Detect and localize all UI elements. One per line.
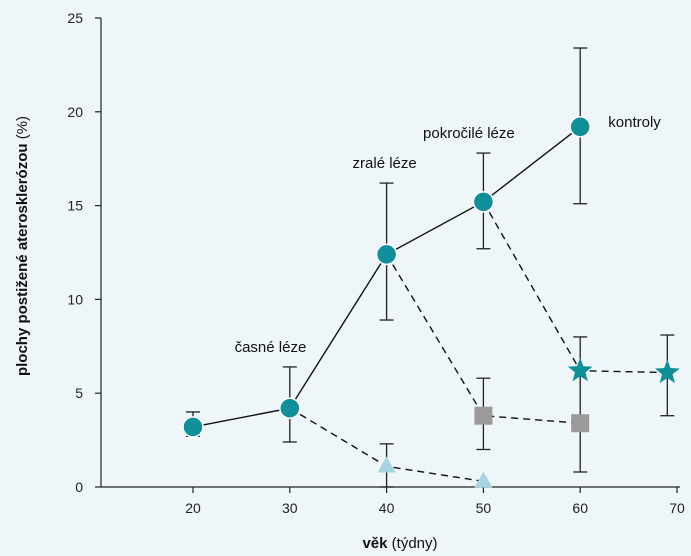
x-tick-label: 50 — [476, 500, 492, 516]
series-line-star — [482, 201, 668, 374]
x-tick-label: 40 — [379, 500, 395, 516]
series-line-square — [385, 254, 581, 424]
error-bars — [186, 47, 675, 488]
annotation-label: kontroly — [608, 114, 661, 131]
annotation-label: zralé léze — [353, 155, 417, 172]
x-axis-title: věk (týdny) — [362, 535, 437, 552]
circle-marker — [375, 243, 398, 266]
data-markers — [182, 116, 680, 488]
y-tick-label: 15 — [67, 198, 83, 214]
star-marker — [567, 357, 593, 382]
annotation-label: časné léze — [235, 339, 307, 356]
x-tick-label: 60 — [572, 500, 588, 516]
y-axis-title-bold: plochy postižené aterosklerózou — [14, 143, 31, 376]
y-axis-title: plochy postižené aterosklerózou (%) — [14, 116, 31, 376]
y-axis-title-unit: (%) — [14, 116, 31, 144]
star-marker — [654, 359, 680, 384]
circle-marker — [569, 116, 591, 138]
triangle-marker — [474, 471, 493, 488]
y-tick-label: 0 — [75, 479, 83, 495]
x-tick-label: 30 — [282, 500, 298, 516]
y-tick-label: 20 — [67, 104, 83, 120]
circle-marker — [472, 191, 495, 213]
axes: 0 5 10 15 20 25 20 30 40 50 60 70 — [67, 10, 685, 516]
triangle-marker — [377, 456, 396, 473]
x-tick-label: 20 — [185, 500, 201, 516]
annotations: časné léze zralé léze pokročilé léze kontro… — [235, 114, 662, 356]
x-axis-title-bold: věk — [362, 535, 388, 552]
series-lines — [192, 126, 668, 483]
y-tick-label: 10 — [67, 291, 83, 307]
square-marker — [571, 414, 590, 433]
x-axis-title-unit: (týdny) — [388, 535, 438, 552]
square-marker — [474, 406, 493, 425]
circle-marker — [279, 397, 301, 419]
y-tick-label: 5 — [75, 385, 83, 401]
x-tick-label: 70 — [669, 500, 685, 516]
y-tick-label: 25 — [67, 10, 83, 26]
annotation-label: pokročilé léze — [423, 125, 515, 142]
circle-marker — [182, 416, 204, 438]
